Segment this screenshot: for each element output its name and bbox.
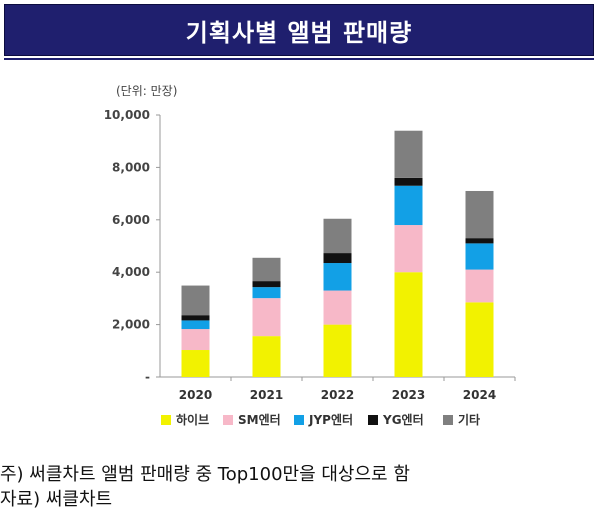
x-tick-label: 2023 [392,388,425,402]
legend-label: SM엔터 [238,412,281,427]
legend-swatch [223,415,233,425]
bar-segment-2023 [394,130,423,178]
bar-segment-2020 [181,315,210,321]
x-tick-label: 2020 [179,388,212,402]
legend-label: 기타 [458,412,480,427]
bar-segment-2022 [323,253,352,264]
x-tick-label: 2021 [250,388,283,402]
bar-segment-2022 [323,218,352,254]
bar-segment-2021 [252,257,281,282]
bar-segment-2020 [181,350,210,377]
y-tick-label: 8,000 [112,160,150,174]
chart-title: 기획사별 앨범 판매량 [185,18,413,47]
bar-segment-2022 [323,324,352,377]
bar-segment-2020 [181,320,210,330]
y-tick-label: 2,000 [112,318,150,332]
legend-label: JYP엔터 [308,412,353,427]
title-underline [4,58,594,60]
chart-title-bar: 기획사별 앨범 판매량 [4,4,594,56]
x-tick-label: 2024 [463,388,496,402]
bar-segment-2023 [394,185,423,226]
y-tick-label: 6,000 [112,213,150,227]
y-tick-label: - [145,370,150,384]
bar-segment-2023 [394,225,423,273]
bar-segment-2021 [252,336,281,377]
legend-label: YG엔터 [382,412,424,427]
legend-label: 하이브 [176,412,209,427]
legend-swatch [294,415,304,425]
legend-swatch [368,415,378,425]
y-tick-label: 4,000 [112,265,150,279]
stacked-bar-chart: - 2,000 4,000 6,000 8,000 10,000 2020 2021 2022 2… [104,108,516,427]
y-tick-label: 10,000 [104,108,150,122]
bar-segment-2021 [252,281,281,288]
bar-segment-2024 [465,302,494,377]
footnotes: 주) 써클차트 앨범 판매량 중 Top100만을 대상으로 함 자료) 써클차… [0,462,410,512]
unit-label: (단위: 만장) [116,84,178,98]
bar-segment-2020 [181,329,210,351]
bar-segment-2020 [181,285,210,316]
bar-segment-2022 [323,290,352,325]
bar-segment-2021 [252,298,281,337]
bar-segment-2023 [394,177,423,186]
legend-swatch [161,415,171,425]
bar-segment-2022 [323,263,352,291]
legend-swatch [443,415,453,425]
x-tick-label: 2022 [321,388,354,402]
bar-segment-2024 [465,269,494,303]
footnote-source: 자료) 써클차트 [0,489,113,510]
bar-segment-2023 [394,272,423,377]
bar-segment-2024 [465,243,494,270]
bar-segment-2024 [465,238,494,244]
bar-segment-2021 [252,287,281,299]
bar-segment-2024 [465,190,494,239]
footnote-scope: 주) 써클차트 앨범 판매량 중 Top100만을 대상으로 함 [0,464,410,485]
